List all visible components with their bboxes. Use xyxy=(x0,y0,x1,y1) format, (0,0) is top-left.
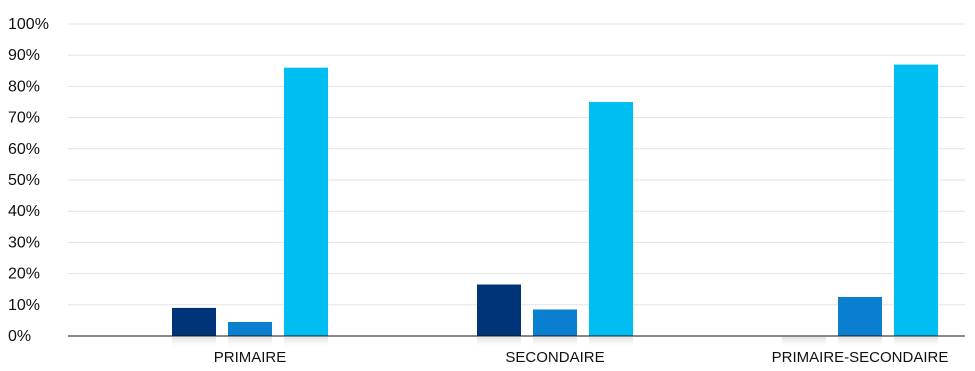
y-axis-tick-labels: 0% 10% 20% 30% 40% 50% 60% 70% 80% 90% 100% xyxy=(8,16,49,345)
y-tick-label: 100% xyxy=(8,16,49,33)
bar-reflection xyxy=(838,337,882,349)
bar-reflection xyxy=(477,337,521,349)
y-tick-label: 0% xyxy=(8,328,31,345)
bar xyxy=(894,64,938,336)
bar-reflection xyxy=(228,337,272,349)
y-tick-label: 20% xyxy=(8,266,40,283)
x-category-label: PRIMAIRE-SECONDAIRE xyxy=(772,349,949,366)
bar-reflections xyxy=(172,337,938,349)
bar-reflection xyxy=(533,337,577,349)
y-tick-label: 80% xyxy=(8,78,40,95)
bar-reflection xyxy=(172,337,216,349)
bar-reflection xyxy=(589,337,633,349)
x-axis-category-labels: PRIMAIRE SECONDAIRE PRIMAIRE-SECONDAIRE xyxy=(214,349,949,366)
bar xyxy=(589,102,633,336)
gridlines xyxy=(68,23,965,306)
bar xyxy=(172,307,216,336)
bar xyxy=(477,284,521,336)
y-tick-label: 50% xyxy=(8,172,40,189)
bar-reflection xyxy=(284,337,328,349)
bars xyxy=(172,64,938,337)
x-category-label: SECONDAIRE xyxy=(505,349,604,366)
y-tick-label: 70% xyxy=(8,110,40,127)
y-tick-label: 60% xyxy=(8,141,40,158)
bar xyxy=(228,321,272,336)
y-tick-label: 10% xyxy=(8,297,40,314)
y-tick-label: 90% xyxy=(8,47,40,64)
x-category-label: PRIMAIRE xyxy=(214,349,287,366)
bar xyxy=(533,309,577,336)
y-tick-label: 30% xyxy=(8,234,40,251)
bar xyxy=(284,67,328,337)
bar xyxy=(838,297,882,336)
y-tick-label: 40% xyxy=(8,203,40,220)
bar-reflection xyxy=(894,337,938,349)
bar-reflection xyxy=(782,337,826,349)
